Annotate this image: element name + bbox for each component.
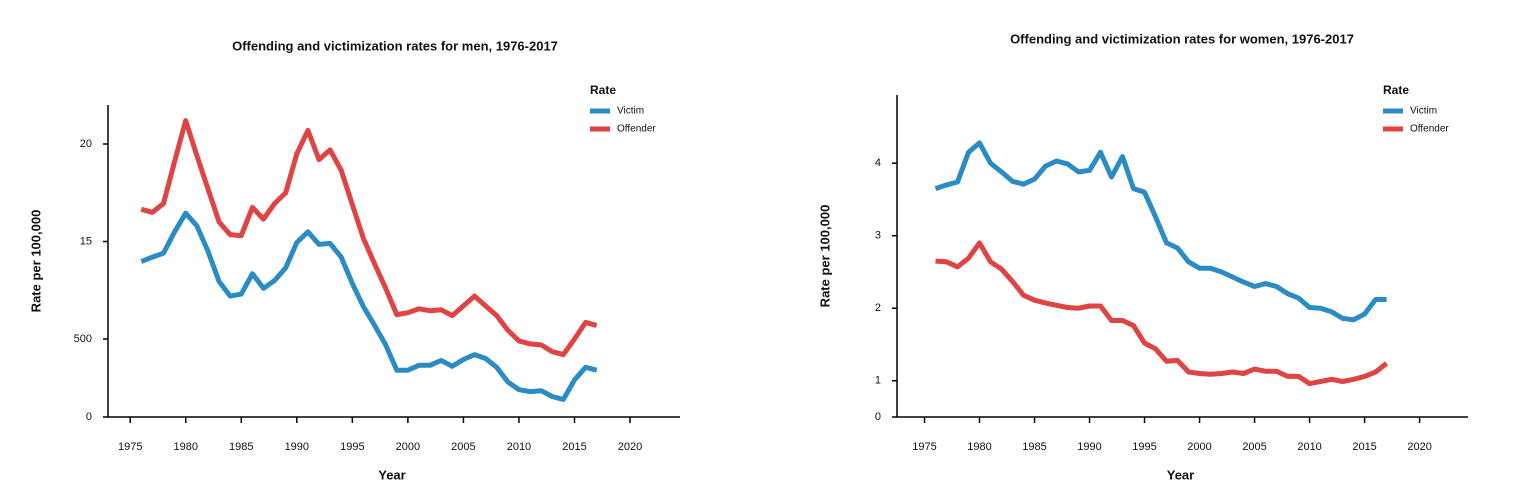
x-tick-label: 2015 [1352, 441, 1376, 453]
y-tick-label: 500 [74, 333, 92, 345]
data-line [140, 210, 598, 402]
y-tick-label: 20 [80, 138, 92, 150]
x-axis-label: Year [378, 467, 405, 482]
x-tick-label: 2020 [1407, 441, 1431, 453]
y-tick-label: 0 [875, 411, 881, 423]
data-line [140, 118, 598, 358]
x-tick-label: 2005 [1242, 441, 1266, 453]
x-tick-label: 1990 [285, 441, 309, 453]
legend-title: Rate [1383, 83, 1409, 97]
x-tick-label: 1980 [174, 441, 198, 453]
legend-label: Victim [1410, 106, 1437, 117]
x-tick-label: 2020 [618, 441, 642, 453]
x-tick-label: 2015 [562, 441, 586, 453]
x-tick-label: 1975 [118, 441, 142, 453]
y-tick-label: 15 [80, 235, 92, 247]
y-tick-label: 1 [875, 375, 881, 387]
x-axis-label: Year [1167, 467, 1194, 482]
x-tick-label: 1975 [912, 441, 936, 453]
x-tick-label: 1995 [1132, 441, 1156, 453]
x-tick-label: 1985 [1022, 441, 1046, 453]
x-tick-label: 1995 [340, 441, 364, 453]
legend-label: Offender [617, 124, 656, 135]
x-tick-label: 2010 [1297, 441, 1321, 453]
data-line [935, 240, 1389, 387]
y-tick-label: 3 [875, 230, 881, 242]
x-tick-label: 1980 [967, 441, 991, 453]
x-tick-label: 1990 [1077, 441, 1101, 453]
y-tick-label: 0 [86, 411, 92, 423]
legend-label: Offender [1410, 124, 1449, 135]
x-tick-label: 2010 [507, 441, 531, 453]
y-tick-label: 2 [875, 302, 881, 314]
x-tick-label: 2005 [451, 441, 475, 453]
x-tick-label: 2000 [1187, 441, 1211, 453]
x-tick-label: 1985 [229, 441, 253, 453]
data-line [934, 140, 1387, 323]
x-tick-label: 2000 [396, 441, 420, 453]
legend-title: Rate [590, 83, 616, 97]
legend-label: Victim [617, 106, 644, 117]
chart-title: Offending and victimization rates for me… [232, 38, 558, 53]
y-axis-label: Rate per 100,000 [817, 205, 832, 308]
y-tick-label: 4 [875, 157, 881, 169]
chart-title: Offending and victimization rates for wo… [1010, 31, 1354, 46]
y-axis-label: Rate per 100,000 [28, 210, 43, 313]
